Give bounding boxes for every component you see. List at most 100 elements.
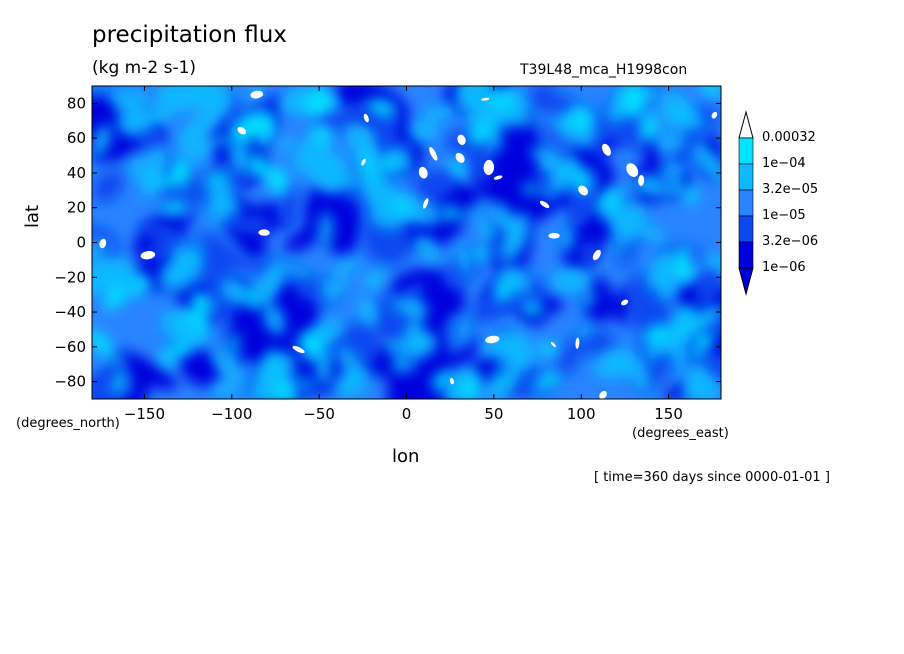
y-tick-label: −40 — [54, 303, 86, 321]
y-tick-label: −60 — [54, 338, 86, 356]
field-blob — [545, 186, 552, 201]
field-blob — [550, 268, 591, 293]
field-blob — [237, 126, 247, 135]
field-blob — [548, 232, 560, 239]
field-blob — [471, 246, 490, 261]
field-blob — [312, 91, 334, 107]
field-blob — [92, 86, 102, 98]
run-name: T39L48_mca_H1998con — [520, 62, 688, 78]
colorbar-label: 1e−06 — [762, 260, 806, 275]
field-blob — [675, 324, 687, 337]
field-blob — [454, 213, 468, 220]
field-blob — [606, 99, 628, 124]
field-blob — [104, 284, 124, 311]
field-blob — [492, 370, 507, 385]
field-blob — [422, 198, 429, 209]
field-blob — [284, 262, 315, 280]
field-blob — [357, 297, 378, 326]
field-blob — [708, 308, 721, 342]
field-blob — [622, 86, 644, 118]
field-blob — [539, 200, 550, 209]
field-blob — [570, 110, 592, 130]
field-blob — [296, 377, 315, 391]
field-blob — [674, 247, 692, 263]
field-blob — [493, 175, 503, 180]
field-layer-4 — [99, 90, 718, 399]
field-blob — [440, 206, 459, 220]
field-blob — [258, 229, 270, 236]
field-blob — [92, 226, 116, 243]
field-blob — [248, 154, 270, 179]
field-blob — [190, 291, 213, 315]
field-blob — [456, 242, 472, 277]
field-blob — [626, 163, 639, 177]
field-blob — [99, 238, 107, 249]
field-blob — [575, 324, 594, 341]
field-blob — [140, 251, 156, 260]
field-blob — [521, 302, 545, 315]
field-blob — [299, 105, 322, 115]
colorbar-max-triangle — [738, 110, 754, 139]
field-blob — [211, 383, 237, 398]
field-blob — [392, 357, 408, 372]
x-axis-title: lon — [392, 446, 420, 467]
field-blob — [410, 358, 458, 399]
field-blob — [559, 225, 574, 252]
field-blob — [318, 212, 333, 248]
field-blob — [479, 86, 499, 104]
y-axis-unit: (degrees_north) — [16, 416, 120, 431]
field-blob — [133, 275, 148, 292]
field-blob — [681, 102, 691, 118]
field-blob — [379, 155, 398, 173]
field-blob — [166, 340, 192, 358]
field-blob — [542, 124, 568, 156]
field-blob — [705, 256, 721, 271]
field-blob — [92, 169, 125, 203]
field-blob — [363, 113, 369, 123]
field-blob — [483, 159, 495, 176]
y-axis-title: lat — [22, 204, 43, 228]
field-blob — [388, 298, 406, 312]
field-blob — [155, 352, 171, 368]
field-blob — [210, 133, 229, 148]
y-tick-label: 40 — [67, 164, 86, 182]
field-blob — [230, 140, 249, 172]
field-blob — [481, 97, 490, 101]
field-blob — [671, 331, 687, 374]
field-blob — [695, 264, 721, 306]
y-tick-label: 0 — [76, 234, 86, 252]
field-blob — [594, 348, 635, 379]
field-blob — [569, 167, 592, 193]
field-blob — [118, 107, 156, 135]
field-blob — [579, 240, 598, 266]
field-blob — [316, 351, 331, 387]
field-blob — [446, 337, 483, 373]
field-blob — [687, 305, 721, 334]
field-blob — [471, 202, 484, 220]
colorbar-segment — [738, 215, 754, 243]
field-blob — [518, 340, 535, 372]
chart-title: precipitation flux — [92, 22, 287, 48]
field-blob — [338, 346, 365, 384]
field-blob — [685, 187, 698, 194]
field-blob — [368, 167, 380, 181]
field-blob — [468, 122, 492, 144]
y-tick-label: −80 — [54, 373, 86, 391]
colorbar-label: 1e−05 — [762, 208, 806, 223]
field-blob — [443, 368, 475, 399]
y-tick-label: 60 — [67, 129, 86, 147]
field-blob — [186, 110, 220, 135]
x-tick-label: 100 — [567, 405, 596, 423]
field-blob — [642, 226, 667, 243]
field-blob — [368, 99, 395, 117]
field-blob — [676, 307, 697, 321]
field-blob — [578, 185, 588, 196]
field-blob — [183, 309, 203, 324]
field-blob — [668, 182, 688, 198]
field-blob — [305, 148, 351, 193]
field-blob — [657, 134, 685, 150]
field-blob — [331, 276, 349, 295]
field-blob — [621, 299, 629, 306]
field-blob — [220, 278, 251, 305]
